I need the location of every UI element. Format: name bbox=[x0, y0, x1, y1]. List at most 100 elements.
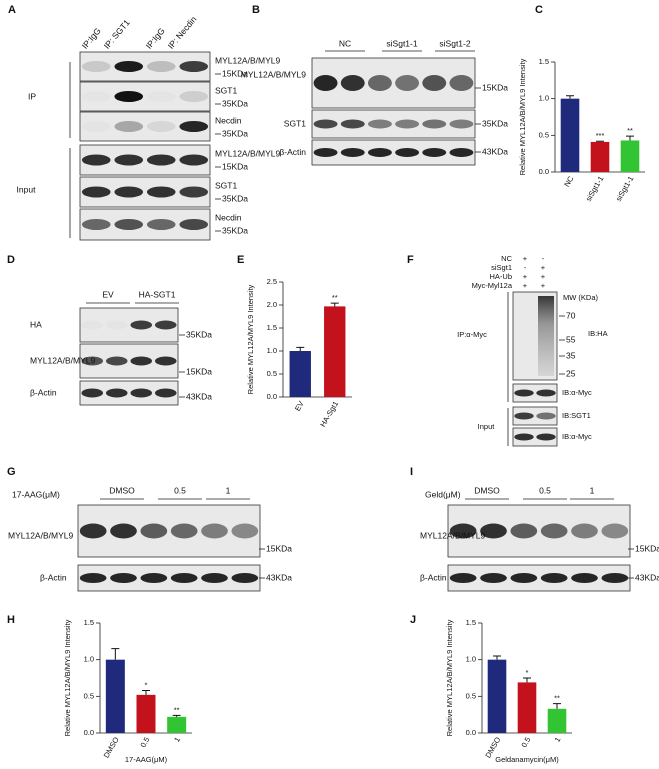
band bbox=[313, 148, 338, 157]
group-label: HA-SGT1 bbox=[139, 289, 176, 299]
y-axis-label: Relative MYL12A/B/MYL9 Intensity bbox=[63, 619, 72, 736]
marker-label: 35KDa bbox=[222, 225, 248, 235]
condition-sign: + bbox=[523, 254, 528, 263]
blot bbox=[512, 427, 558, 447]
band bbox=[82, 91, 111, 102]
condition-sign: + bbox=[541, 281, 546, 290]
band bbox=[105, 356, 128, 366]
band bbox=[82, 121, 111, 132]
y-tick-label: 1.5 bbox=[84, 618, 94, 627]
x-tick-label: siSgt1-1 bbox=[614, 174, 636, 202]
y-tick-label: 1.5 bbox=[466, 618, 476, 627]
marker-label: 43KDa bbox=[266, 572, 292, 582]
error-bar bbox=[296, 346, 305, 351]
row-label: β-Actin bbox=[420, 572, 447, 582]
x-tick-label: NC bbox=[562, 174, 576, 188]
blot bbox=[512, 383, 558, 403]
row-label: Necdin bbox=[215, 115, 242, 125]
band bbox=[179, 91, 209, 102]
band bbox=[114, 219, 144, 230]
y-tick-label: 0.5 bbox=[539, 130, 549, 139]
row-label: MYL12A/B/MYL9 bbox=[241, 69, 306, 79]
band bbox=[179, 219, 209, 230]
bar bbox=[517, 682, 537, 733]
row-label: IB:α-Myc bbox=[562, 388, 592, 397]
group-label: siSgt1-2 bbox=[439, 38, 470, 48]
significance-label: * bbox=[145, 680, 148, 689]
condition-sign: + bbox=[523, 272, 528, 281]
marker-label: 43KDa bbox=[635, 572, 659, 582]
marker-label: 35KDa bbox=[482, 118, 508, 128]
band bbox=[395, 148, 420, 157]
y-tick-label: 1.0 bbox=[539, 94, 549, 103]
row-label: SGT1 bbox=[215, 180, 237, 190]
blot bbox=[447, 564, 631, 592]
band bbox=[154, 356, 177, 366]
row-label: β-Actin bbox=[40, 572, 67, 582]
band bbox=[114, 154, 144, 166]
band bbox=[140, 523, 168, 539]
error-bar bbox=[626, 135, 634, 141]
y-tick-label: 0.5 bbox=[466, 691, 476, 700]
y-tick-label: 1.5 bbox=[539, 57, 549, 66]
band bbox=[540, 523, 568, 539]
y-tick-label: 0.0 bbox=[84, 728, 94, 737]
treatment-label: Geld(μM) bbox=[425, 489, 461, 499]
panel-letter: J bbox=[410, 614, 416, 626]
condition-label: siSgt1 bbox=[491, 263, 512, 272]
panel-letter: B bbox=[252, 4, 260, 16]
blot bbox=[77, 504, 261, 558]
marker-label: 55 bbox=[566, 334, 576, 344]
band bbox=[510, 573, 538, 583]
x-tick-label: 0.5 bbox=[138, 735, 151, 749]
band bbox=[367, 75, 392, 91]
band bbox=[514, 412, 534, 420]
group-label: siSgt1-1 bbox=[386, 38, 417, 48]
row-label: IB:α-Myc bbox=[562, 432, 592, 441]
y-tick-label: 1.0 bbox=[267, 346, 277, 355]
band bbox=[449, 75, 474, 91]
band bbox=[114, 186, 144, 198]
panel-letter: E bbox=[237, 254, 244, 266]
band bbox=[571, 573, 598, 583]
condition-sign: + bbox=[541, 263, 546, 272]
band bbox=[105, 388, 128, 398]
x-tick-label: 1 bbox=[172, 735, 182, 743]
bar bbox=[167, 716, 187, 733]
band bbox=[179, 154, 209, 166]
group-label: IP bbox=[28, 91, 36, 101]
group-label: DMSO bbox=[109, 485, 135, 495]
band bbox=[449, 119, 474, 129]
blot bbox=[79, 81, 211, 112]
x-axis-label: 17-AAG(μM) bbox=[125, 755, 168, 764]
y-tick-label: 1.0 bbox=[84, 655, 94, 664]
x-tick-label: HA-Sgt1 bbox=[318, 399, 340, 428]
band bbox=[449, 148, 474, 157]
marker-label: 35KDa bbox=[222, 193, 248, 203]
band bbox=[231, 523, 259, 539]
bar bbox=[324, 306, 346, 397]
band bbox=[130, 388, 153, 398]
group-label: 0.5 bbox=[174, 485, 186, 495]
panel-letter: D bbox=[7, 254, 15, 266]
band bbox=[480, 573, 507, 583]
smear bbox=[538, 296, 554, 376]
marker-label: 43KDa bbox=[482, 146, 508, 156]
marker-label: 15KDa bbox=[635, 543, 659, 553]
group-label: Input bbox=[17, 184, 37, 194]
band bbox=[340, 119, 365, 129]
band bbox=[601, 523, 629, 539]
band bbox=[313, 75, 338, 91]
x-axis-label: Geldanamycin(μM) bbox=[495, 755, 559, 764]
band bbox=[422, 75, 447, 91]
row-label: MYL12A/B/MYL9 bbox=[8, 530, 73, 540]
error-bar bbox=[553, 703, 561, 709]
band bbox=[179, 121, 209, 132]
bar bbox=[620, 140, 640, 172]
y-tick-label: 1.5 bbox=[267, 323, 277, 332]
x-tick-label: siSgt1-1 bbox=[584, 174, 606, 202]
marker-label: 15KDa bbox=[186, 366, 212, 376]
band bbox=[449, 573, 477, 583]
marker-label: 43KDa bbox=[186, 391, 212, 401]
row-label: MYL12A/B/MYL9 bbox=[30, 355, 95, 365]
